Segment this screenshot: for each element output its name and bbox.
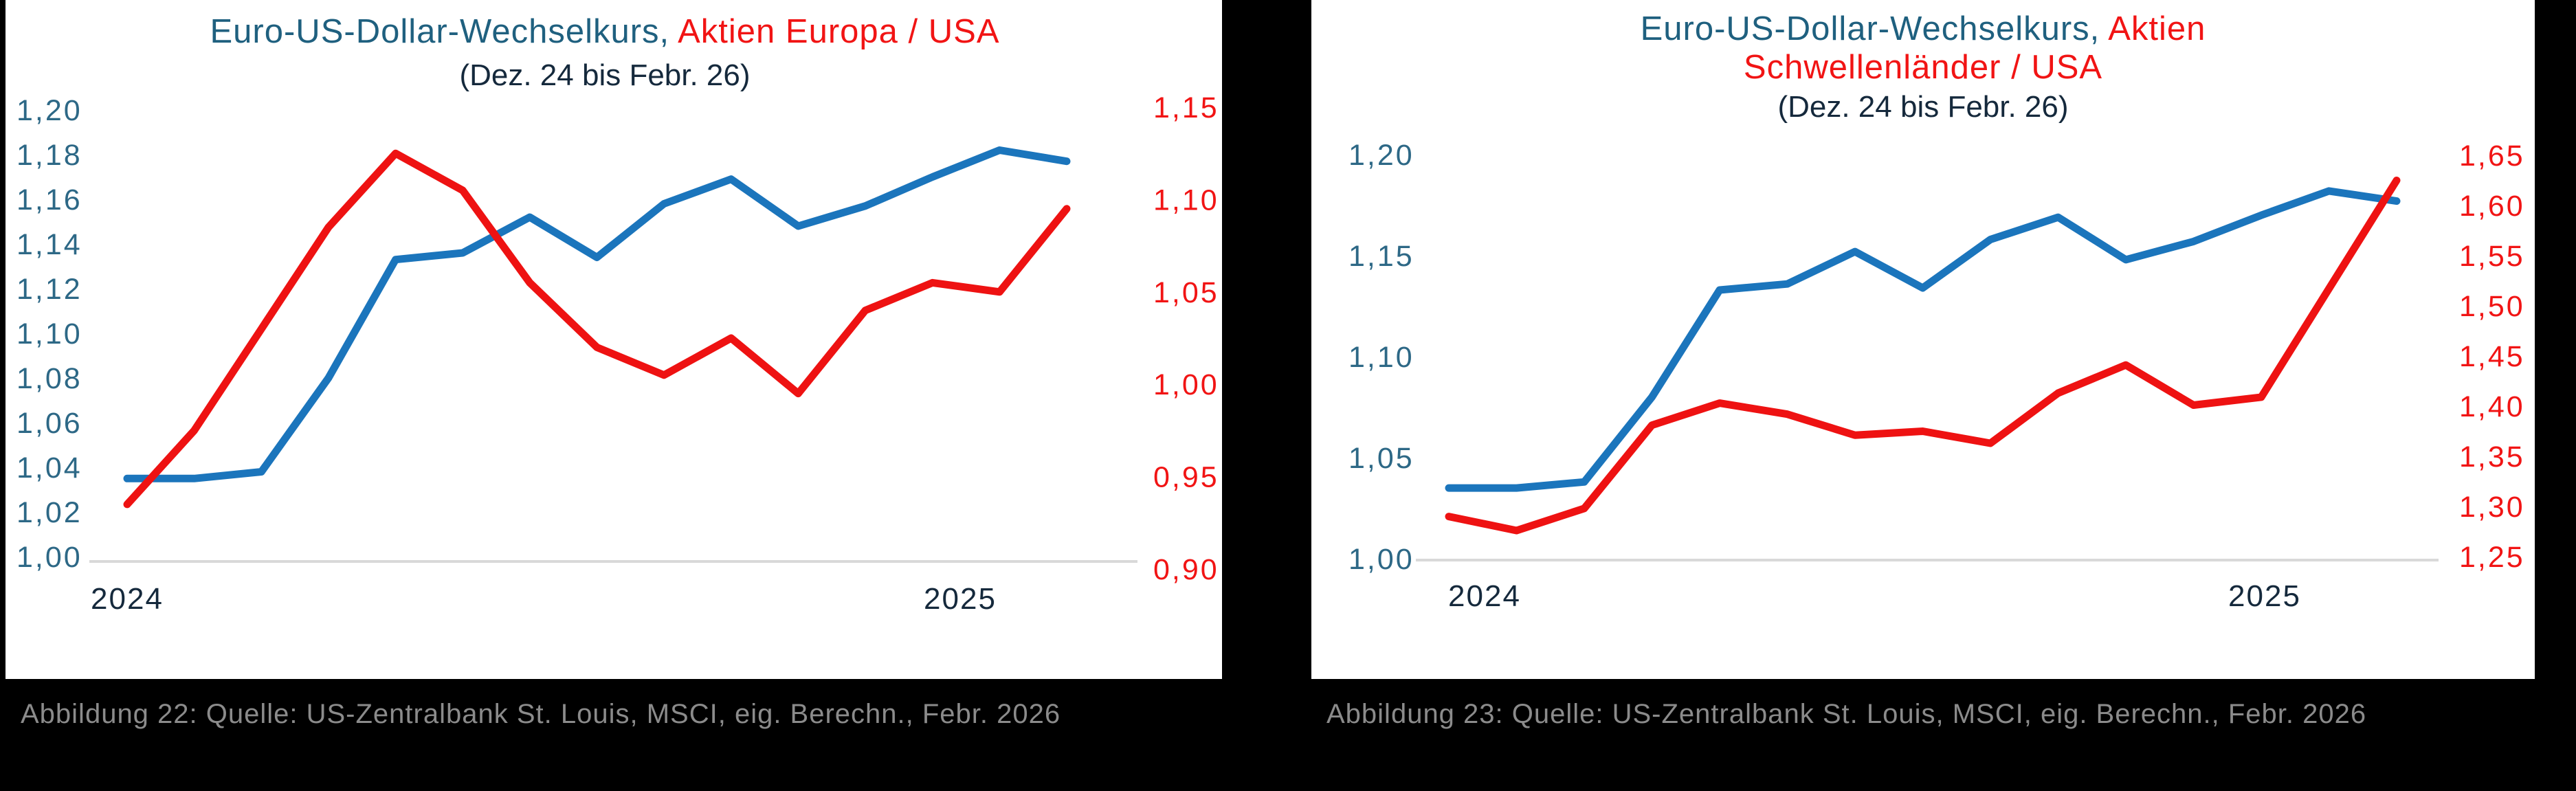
x-axis-year-2024: 2024	[91, 582, 164, 616]
left-axis-tick-1,00: 1,00	[16, 541, 82, 574]
caption-abbildung-22: Abbildung 22: Quelle: US-Zentralbank St.…	[21, 699, 1061, 729]
chart-title-schwellenlaender-red-line2: Schwellenländer / USA	[1744, 49, 2102, 86]
left-axis-tick-1,10: 1,10	[16, 317, 82, 350]
left-axis-tick-1,15: 1,15	[1348, 240, 1414, 273]
right-axis-tick-1,65: 1,65	[2459, 140, 2525, 172]
series-line-equity-ratio	[123, 149, 1071, 509]
plot-area-europa: 1,20 1,18 1,16 1,14 1,12 1,10 1,08 1,06 1,04 1,02…	[16, 91, 1219, 616]
left-axis-tick-1,05: 1,05	[1348, 442, 1414, 475]
right-axis-tick-0,90: 0,90	[1153, 553, 1219, 586]
chart-title-schwellenlaender-red: Aktien	[2100, 10, 2206, 47]
plot-area-schwellenlaender: 1,20 1,15 1,10 1,05 1,00 1,65 1,60 1,55 1,50 1,45…	[1348, 139, 2525, 613]
chart-panel-europa: Euro-US-Dollar-Wechselkurs, Aktien Europ…	[5, 0, 1222, 679]
left-axis-tick-1,00: 1,00	[1348, 543, 1414, 576]
right-axis-tick-1,10: 1,10	[1153, 183, 1219, 216]
chart-panel-schwellenlaender: Euro-US-Dollar-Wechselkurs, Aktien Schwe…	[1311, 0, 2535, 679]
left-axis-tick-1,08: 1,08	[16, 362, 82, 395]
panel-bg-europa	[5, 0, 1222, 679]
left-axis-tick-1,04: 1,04	[16, 452, 82, 484]
caption-abbildung-23: Abbildung 23: Quelle: US-Zentralbank St.…	[1326, 699, 2366, 729]
right-axis-tick-1,60: 1,60	[2459, 190, 2525, 223]
left-axis-tick-1,20: 1,20	[1348, 139, 1414, 172]
chart-subtitle-europa: (Dez. 24 bis Febr. 26)	[459, 58, 750, 92]
right-axis-tick-1,35: 1,35	[2459, 441, 2525, 474]
left-axis-tick-1,14: 1,14	[16, 228, 82, 261]
right-axis-tick-0,95: 0,95	[1153, 461, 1219, 494]
right-axis-tick-1,40: 1,40	[2459, 390, 2525, 423]
x-axis-year-2024: 2024	[1448, 579, 1521, 613]
right-axis-tick-1,30: 1,30	[2459, 491, 2525, 524]
left-axis-tick-1,16: 1,16	[16, 183, 82, 216]
right-axis-tick-1,50: 1,50	[2459, 290, 2525, 323]
chart-title-europa: Euro-US-Dollar-Wechselkurs, Aktien Europ…	[210, 13, 999, 50]
chart-title-schwellenlaender: Euro-US-Dollar-Wechselkurs, Aktien	[1641, 10, 2206, 47]
series-line-exchange-rate	[123, 146, 1071, 482]
x-axis-year-2025: 2025	[924, 582, 997, 616]
left-axis-tick-1,10: 1,10	[1348, 341, 1414, 374]
right-axis-tick-1,45: 1,45	[2459, 340, 2525, 373]
series-line-exchange-rate	[1445, 187, 2401, 492]
chart-title-europa-red: Aktien Europa / USA	[669, 13, 999, 50]
chart-subtitle-schwellenlaender: (Dez. 24 bis Febr. 26)	[1777, 90, 2068, 124]
right-axis-tick-1,55: 1,55	[2459, 240, 2525, 273]
right-axis-tick-1,05: 1,05	[1153, 276, 1219, 309]
right-axis-tick-1,25: 1,25	[2459, 541, 2525, 574]
left-axis-tick-1,06: 1,06	[16, 407, 82, 440]
right-axis-tick-1,00: 1,00	[1153, 368, 1219, 401]
left-axis-tick-1,18: 1,18	[16, 139, 82, 172]
x-axis-year-2025: 2025	[2228, 579, 2301, 613]
chart-title-europa-blue: Euro-US-Dollar-Wechselkurs,	[210, 13, 669, 50]
series-line-equity-ratio	[1445, 177, 2401, 535]
chart-title-schwellenlaender-blue: Euro-US-Dollar-Wechselkurs,	[1641, 10, 2100, 47]
right-axis-tick-1,15: 1,15	[1153, 91, 1219, 124]
left-axis-tick-1,12: 1,12	[16, 273, 82, 306]
left-axis-tick-1,20: 1,20	[16, 94, 82, 127]
left-axis-tick-1,02: 1,02	[16, 496, 82, 529]
panel-bg-schwellenlaender	[1311, 0, 2535, 679]
